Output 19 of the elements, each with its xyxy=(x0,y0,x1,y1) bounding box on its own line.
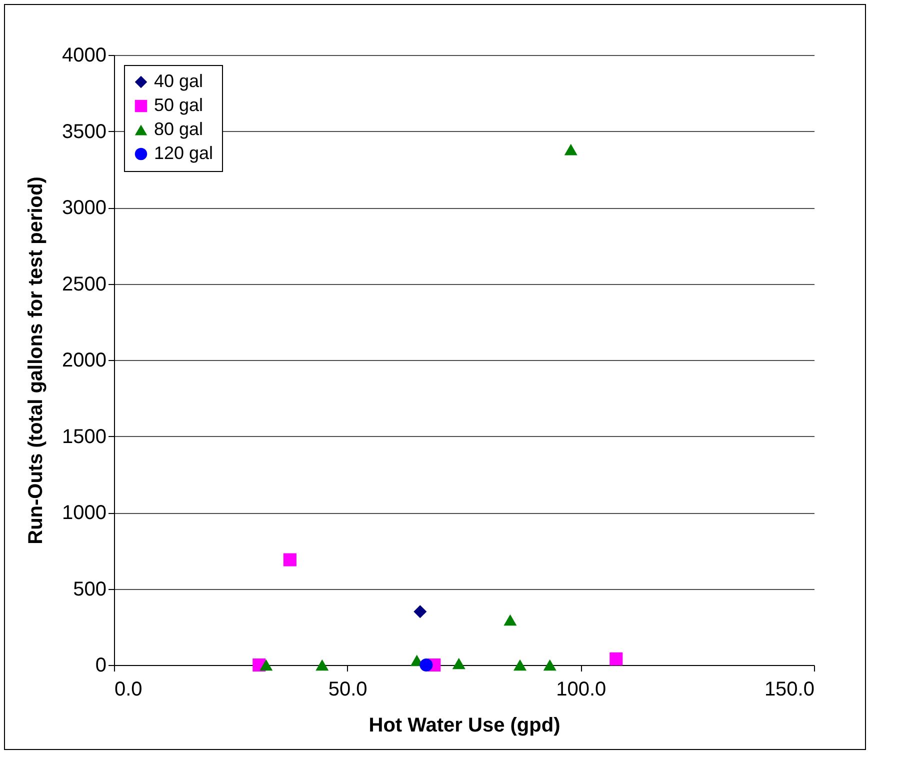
x-axis-title: Hot Water Use (gpd) xyxy=(368,714,560,736)
y-tick-label: 500 xyxy=(73,578,106,600)
x-tick-label: 100.0 xyxy=(556,678,606,700)
y-axis-title: Run-Outs (total gallons for test period) xyxy=(25,176,48,544)
y-tick-label: 1500 xyxy=(62,426,106,448)
y-tick-label: 2500 xyxy=(62,273,106,296)
legend-label: 80 gal xyxy=(154,119,204,139)
y-tick-label: 0 xyxy=(95,654,106,676)
legend-label: 50 gal xyxy=(154,95,204,115)
y-tick-label: 3500 xyxy=(62,120,106,143)
legend-label: 40 gal xyxy=(154,71,204,91)
y-tick-label: 1000 xyxy=(62,502,106,524)
x-tick-label: 50.0 xyxy=(328,678,368,700)
x-tick-label: 0.0 xyxy=(114,678,142,700)
legend-label: 120 gal xyxy=(154,143,214,163)
y-tick-label: 4000 xyxy=(62,44,106,66)
y-tick-label: 3000 xyxy=(62,197,106,219)
y-tick-label: 2000 xyxy=(62,350,106,372)
x-tick-label: 150.0 xyxy=(764,678,814,700)
